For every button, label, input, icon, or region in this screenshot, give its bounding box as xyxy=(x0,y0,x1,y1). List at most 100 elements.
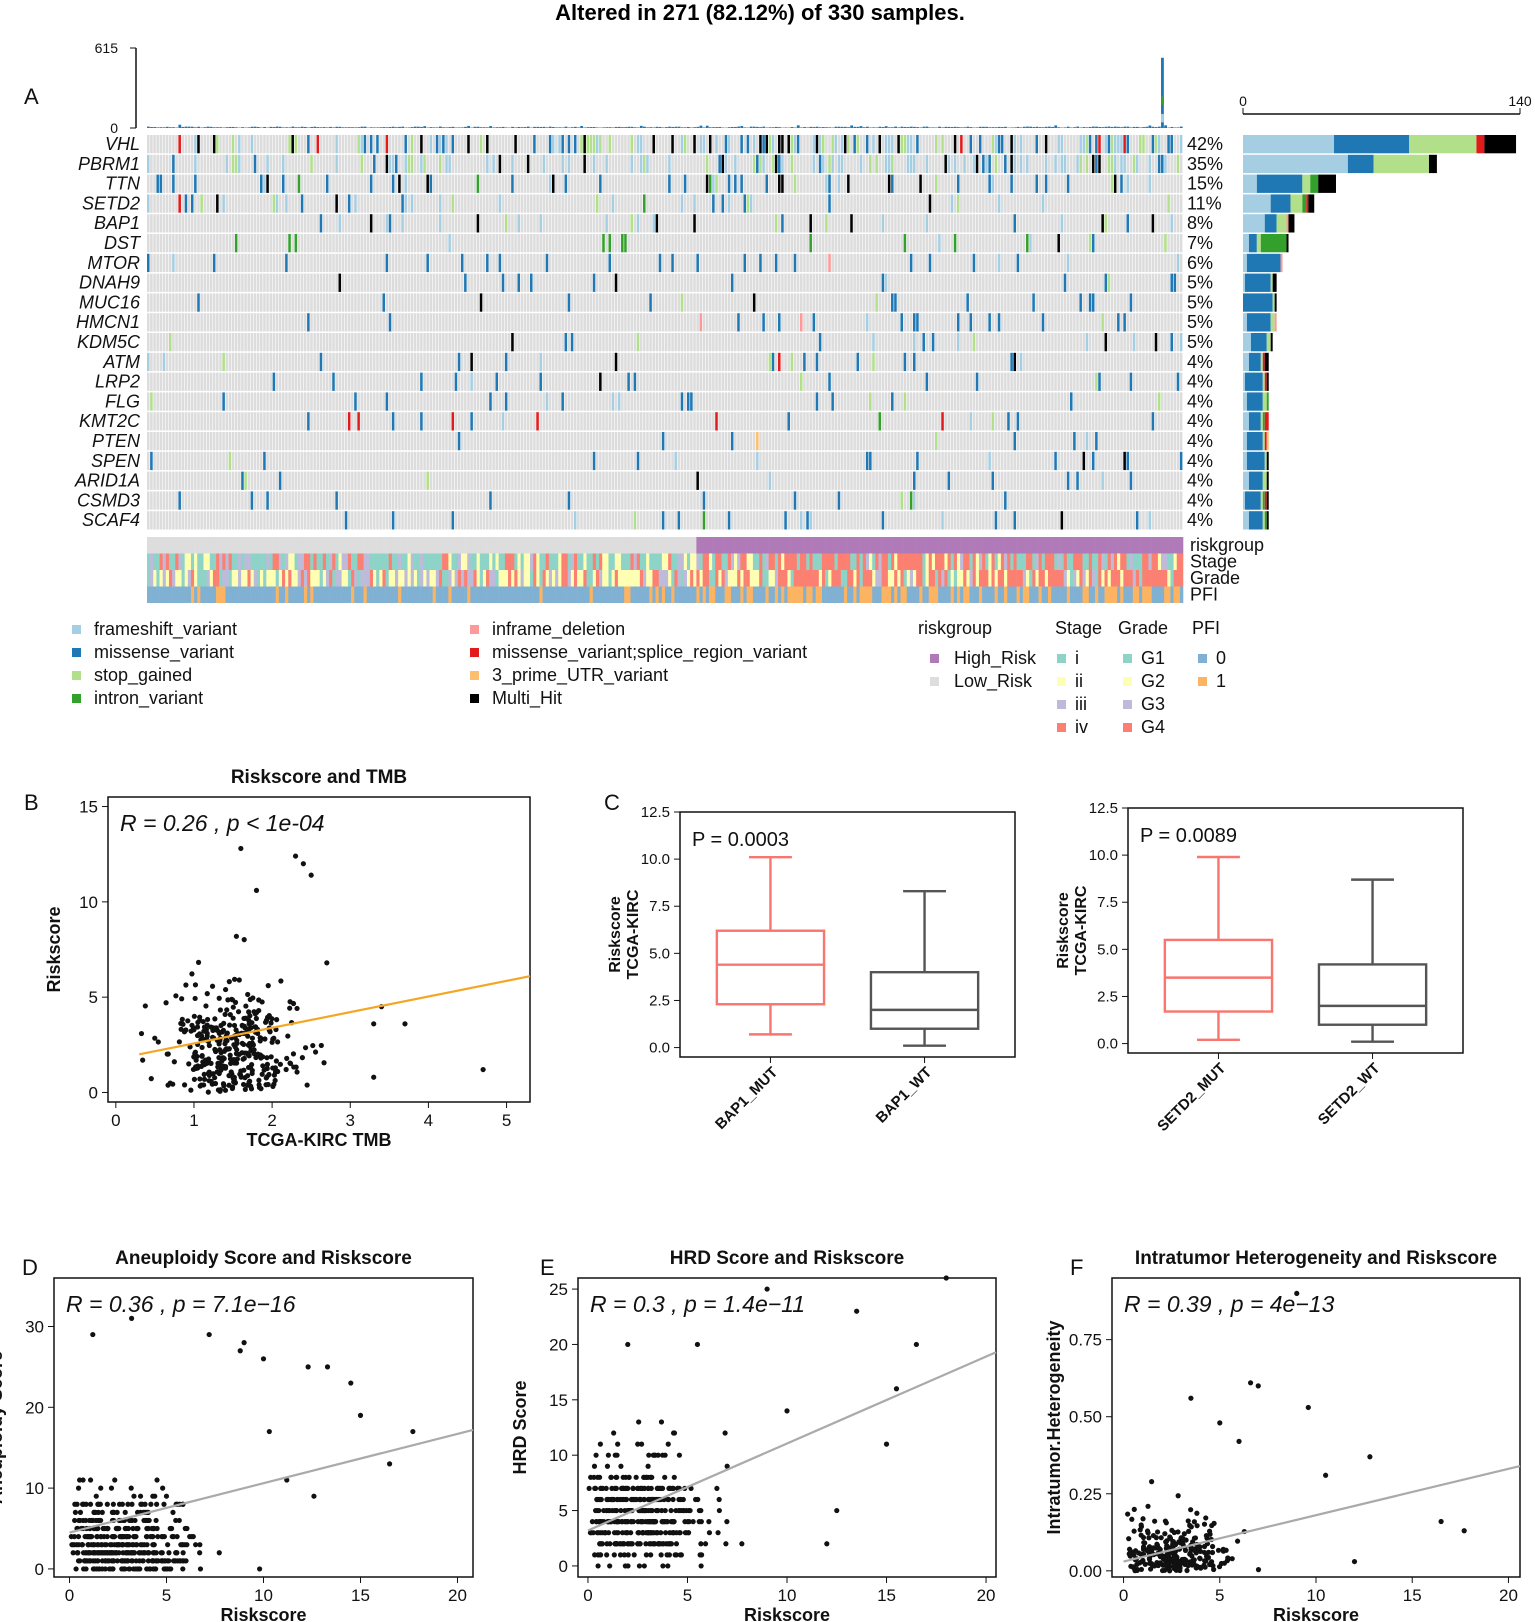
tmb-bar xyxy=(859,126,863,128)
oncoplot-tile xyxy=(680,273,684,292)
oncoplot-tile xyxy=(639,174,643,193)
oncoplot-tile xyxy=(172,135,175,154)
oncoplot-tile xyxy=(190,333,194,352)
oncoplot-tile xyxy=(825,253,828,273)
oncoplot-tile xyxy=(856,135,860,154)
oncoplot-tile xyxy=(492,273,495,292)
oncoplot-tile xyxy=(815,352,819,372)
oncoplot-tile xyxy=(332,253,335,273)
tmb-bar xyxy=(931,127,935,128)
oncoplot-tile xyxy=(523,372,527,391)
oncoplot-tile xyxy=(1095,313,1098,332)
oncoplot-tile xyxy=(357,214,360,233)
oncoplot-tile xyxy=(555,154,558,174)
oncoplot-tile xyxy=(671,234,674,253)
oncoplot-tile xyxy=(793,174,797,193)
oncoplot-tile xyxy=(784,372,787,391)
oncoplot-tile xyxy=(432,333,436,352)
oncoplot-tile xyxy=(504,154,508,174)
oncoplot-tile xyxy=(159,352,163,372)
oncoplot-tile xyxy=(520,214,524,233)
oncoplot-tile xyxy=(398,194,401,213)
oncoplot-tile xyxy=(643,174,646,193)
oncoplot-tile xyxy=(1032,293,1035,312)
oncoplot-tile xyxy=(382,214,385,233)
oncoplot-tile xyxy=(1095,194,1098,213)
oncoplot-tile xyxy=(316,293,320,312)
tmb-bar xyxy=(938,126,941,128)
oncoplot-tile xyxy=(828,194,831,213)
oncoplot-tile xyxy=(702,135,706,154)
oncoplot-tile xyxy=(470,352,473,372)
oncoplot-tile xyxy=(467,253,470,273)
oncoplot-tile xyxy=(599,174,602,193)
oncoplot-tile xyxy=(407,293,411,312)
oncoplot-tile xyxy=(1079,194,1082,213)
oncoplot-tile xyxy=(1048,194,1051,213)
oncoplot-tile xyxy=(674,135,677,154)
oncoplot-tile xyxy=(316,392,320,411)
oncoplot-tile xyxy=(592,293,596,312)
oncoplot-tile xyxy=(668,352,671,372)
oncoplot-tile xyxy=(796,234,800,253)
oncoplot-tile xyxy=(963,293,966,312)
oncoplot-tile xyxy=(344,214,348,233)
oncoplot-tile xyxy=(840,174,844,193)
oncoplot-tile xyxy=(325,372,329,391)
oncoplot-tile xyxy=(674,253,677,273)
oncoplot-tile xyxy=(508,194,511,213)
oncoplot-tile xyxy=(162,273,166,292)
oncoplot-tile xyxy=(567,293,571,312)
oncoplot-tile xyxy=(686,293,690,312)
oncoplot-tile xyxy=(743,293,747,312)
oncoplot-tile xyxy=(269,174,272,193)
oncoplot-tile xyxy=(1179,313,1183,332)
oncoplot-tile xyxy=(928,234,932,253)
percent-label: 15% xyxy=(1187,174,1223,194)
oncoplot-tile xyxy=(821,194,825,213)
oncoplot-tile xyxy=(1004,234,1007,253)
oncoplot-tile xyxy=(683,253,687,273)
oncoplot-tile xyxy=(746,372,750,391)
oncoplot-tile xyxy=(756,313,759,332)
tmb-bar xyxy=(677,126,681,128)
oncoplot-tile xyxy=(712,234,715,253)
oncoplot-tile xyxy=(661,293,665,312)
oncoplot-tile xyxy=(307,392,310,411)
tmb-bar xyxy=(231,126,235,128)
oncoplot-tile xyxy=(1069,174,1073,193)
oncoplot-tile xyxy=(771,194,775,213)
oncoplot-tile xyxy=(781,234,784,253)
oncoplot-tile xyxy=(165,293,169,312)
oncoplot-tile xyxy=(212,273,216,292)
oncoplot-tile xyxy=(416,214,420,233)
oncoplot-tile xyxy=(1132,174,1136,193)
oncoplot-tile xyxy=(432,273,436,292)
oncoplot-tile xyxy=(834,352,838,372)
oncoplot-tile xyxy=(806,253,809,273)
oncoplot-tile xyxy=(702,352,706,372)
oncoplot-tile xyxy=(633,333,637,352)
oncoplot-tile xyxy=(1063,253,1067,273)
oncoplot-tile xyxy=(1076,352,1079,372)
oncoplot-tile xyxy=(448,234,451,253)
oncoplot-tile xyxy=(938,194,941,213)
oncoplot-tile xyxy=(1041,273,1045,292)
oncoplot-tile xyxy=(624,154,627,174)
oncoplot-tile xyxy=(894,174,897,193)
oncoplot-tile xyxy=(1135,352,1139,372)
oncoplot-tile xyxy=(225,154,229,174)
oncoplot-tile xyxy=(843,135,847,154)
oncoplot-tile xyxy=(366,293,370,312)
oncoplot-tile xyxy=(953,293,957,312)
oncoplot-tile xyxy=(407,154,411,174)
oncoplot-tile xyxy=(385,174,389,193)
oncoplot-tile xyxy=(263,352,266,372)
oncoplot-tile xyxy=(856,253,860,273)
oncoplot-tile xyxy=(1107,154,1111,174)
oncoplot-tile xyxy=(401,293,404,312)
oncoplot-tile xyxy=(994,194,998,213)
oncoplot-tile xyxy=(508,392,511,411)
oncoplot-tile xyxy=(1004,313,1007,332)
oncoplot-tile xyxy=(934,253,938,273)
